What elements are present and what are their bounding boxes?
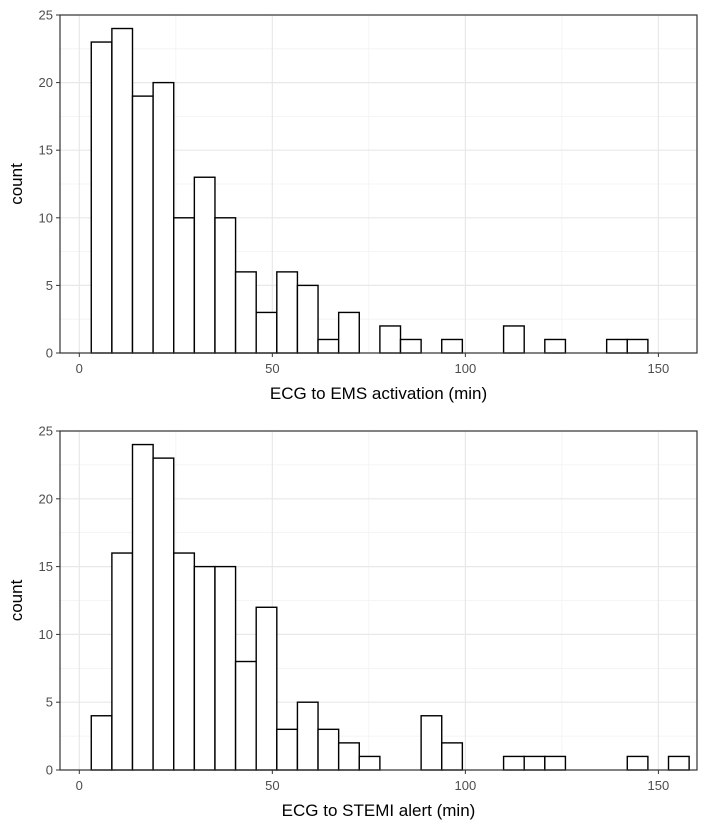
panel-border bbox=[59, 430, 698, 771]
histogram-bar bbox=[502, 325, 525, 354]
histogram-bar bbox=[255, 311, 278, 354]
y-tick-label: 15 bbox=[39, 559, 53, 574]
y-tick-label: 5 bbox=[46, 695, 53, 710]
histogram-bar bbox=[276, 728, 299, 771]
histogram-bar bbox=[337, 311, 360, 354]
y-tick-label: 20 bbox=[39, 75, 53, 90]
x-tick-label: 50 bbox=[265, 778, 279, 793]
x-axis-title: ECG to STEMI alert (min) bbox=[282, 801, 476, 820]
x-tick-label: 0 bbox=[76, 778, 83, 793]
histogram-bar bbox=[544, 338, 567, 354]
histogram-bar bbox=[193, 176, 216, 354]
x-tick-label: 0 bbox=[76, 361, 83, 376]
y-tick-label: 0 bbox=[46, 346, 53, 361]
histogram-bar bbox=[234, 660, 257, 771]
y-tick-label: 5 bbox=[46, 278, 53, 293]
histogram-bar bbox=[317, 728, 340, 771]
panel-border bbox=[59, 14, 698, 354]
histogram-bar bbox=[90, 715, 113, 771]
histogram-panel-stemi-alert: 0 5 10 15 20 25 0 50 100 150 ECG to STEMI alert (m… bbox=[7, 424, 698, 820]
x-tick-label: 100 bbox=[455, 361, 477, 376]
histogram-bar bbox=[214, 565, 237, 771]
histogram-bar bbox=[152, 457, 175, 771]
y-tick-label: 25 bbox=[39, 424, 53, 439]
histogram-bar bbox=[173, 552, 196, 771]
histogram-bar bbox=[626, 755, 649, 771]
y-tick-label: 0 bbox=[46, 763, 53, 778]
histogram-bar bbox=[296, 284, 319, 354]
x-tick-label: 50 bbox=[265, 361, 279, 376]
histogram-bar bbox=[544, 755, 567, 771]
y-axis-title: count bbox=[7, 579, 26, 621]
histogram-bar bbox=[441, 742, 464, 771]
y-tick-label: 15 bbox=[39, 143, 53, 158]
histogram-bar bbox=[131, 95, 154, 354]
histogram-bar bbox=[193, 565, 216, 771]
histogram-bar bbox=[296, 701, 319, 771]
histogram-bar bbox=[441, 338, 464, 354]
histogram-bar bbox=[111, 27, 134, 354]
y-tick-label: 20 bbox=[39, 491, 53, 506]
x-tick-label: 150 bbox=[648, 361, 670, 376]
y-axis-title: count bbox=[7, 163, 26, 205]
histogram-bar bbox=[111, 552, 134, 771]
histogram-bar bbox=[255, 606, 278, 771]
y-tick-label: 10 bbox=[39, 627, 53, 642]
y-tick-label: 25 bbox=[39, 8, 53, 23]
x-axis-title: ECG to EMS activation (min) bbox=[270, 384, 487, 403]
histogram-bar bbox=[667, 755, 690, 771]
histogram-bar bbox=[399, 338, 422, 354]
histogram-bar bbox=[317, 338, 340, 354]
histogram-bar bbox=[90, 41, 113, 354]
x-tick-label: 100 bbox=[455, 778, 477, 793]
histogram-bar bbox=[379, 325, 402, 354]
histogram-bar bbox=[605, 338, 628, 354]
histogram-bar bbox=[173, 217, 196, 354]
x-tick-label: 150 bbox=[648, 778, 670, 793]
histogram-bar bbox=[337, 742, 360, 771]
histogram-bar bbox=[502, 755, 525, 771]
histogram-panel-ems-activation: 0 5 10 15 20 25 0 50 100 150 ECG to EMS activation… bbox=[7, 8, 698, 403]
histogram-bar bbox=[276, 271, 299, 354]
y-tick-label: 10 bbox=[39, 210, 53, 225]
histogram-bar bbox=[234, 271, 257, 354]
histogram-bar bbox=[420, 715, 443, 771]
histogram-bar bbox=[131, 443, 154, 771]
histogram-bar bbox=[358, 755, 381, 771]
histogram-bar bbox=[523, 755, 546, 771]
histogram-bar bbox=[214, 217, 237, 354]
histogram-bar bbox=[152, 81, 175, 354]
histogram-bar bbox=[626, 338, 649, 354]
